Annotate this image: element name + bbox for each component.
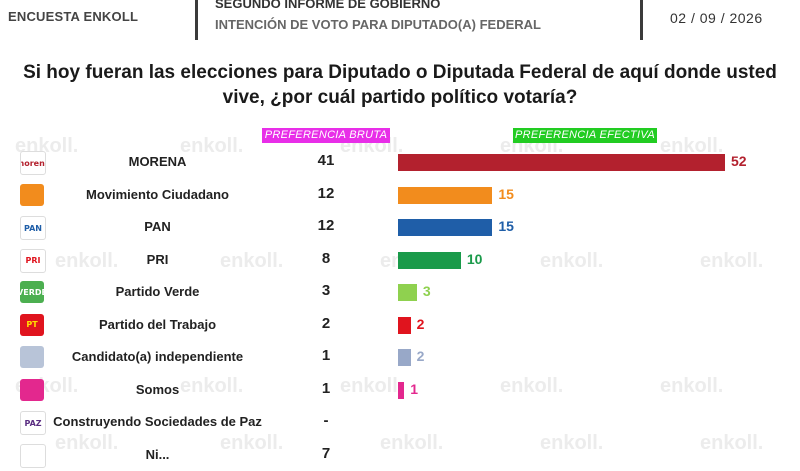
party-name: Somos <box>135 381 180 397</box>
pri-logo-icon: PRI <box>20 248 46 273</box>
chart-row: Ni... 7 <box>0 439 800 471</box>
chart-row: morena MORENA 41 52 <box>0 146 800 178</box>
report-date: 02 / 09 / 2026 <box>670 10 763 26</box>
bruta-value: 8 <box>321 249 331 267</box>
effective-value-label: 10 <box>466 250 483 267</box>
header-bar: ENCUESTA ENKOLL SEGUNDO INFORME DE GOBIE… <box>0 0 800 44</box>
bruta-value: 12 <box>317 217 335 234</box>
party-name: PRI <box>146 251 169 267</box>
effective-bar <box>398 349 411 366</box>
paz-logo-icon: PAZ <box>20 411 46 435</box>
party-name: Construyendo Sociedades de Paz <box>53 414 262 429</box>
partido-del-trabajo-logo-icon: PT <box>20 313 44 336</box>
chart-row: PT Partido del Trabajo 2 2 <box>0 309 800 341</box>
chart-row: PAZ Construyendo Sociedades de Paz - <box>0 406 800 438</box>
effective-bar <box>398 381 405 399</box>
party-name: Ni... <box>145 446 170 462</box>
bruta-value: 2 <box>321 314 331 332</box>
effective-bar <box>398 154 725 171</box>
column-header-bruta: PREFERENCIA BRUTA <box>262 128 390 143</box>
effective-bar <box>398 316 411 334</box>
chart-row: Candidato(a) independiente 1 2 <box>0 341 800 373</box>
party-name: Candidato(a) independiente <box>71 349 244 364</box>
somos-logo-icon <box>20 378 44 401</box>
effective-value-label: 15 <box>498 185 514 202</box>
bruta-value: 3 <box>321 282 331 299</box>
partido-verde-logo-icon: VERDE <box>20 281 44 303</box>
survey-question: Si hoy fueran las elecciones para Diputa… <box>23 62 777 108</box>
chart-row: PRI PRI 8 10 <box>0 244 800 276</box>
ninguno-icon <box>20 443 46 468</box>
bruta-value: 1 <box>321 379 331 397</box>
pan-logo-icon: PAN <box>20 216 46 240</box>
bruta-value: 41 <box>317 152 335 169</box>
header-divider <box>640 0 643 40</box>
column-header-efectiva: PREFERENCIA EFECTIVA <box>513 128 657 143</box>
effective-bar <box>398 284 417 301</box>
effective-value-label: 1 <box>410 380 419 397</box>
effective-value-label: 2 <box>416 315 425 332</box>
party-name: PAN <box>144 219 171 234</box>
bruta-value: 12 <box>317 184 335 202</box>
party-name: MORENA <box>128 154 187 169</box>
effective-value-label: 15 <box>498 218 514 234</box>
effective-bar <box>398 251 461 269</box>
chart-row: Somos 1 1 <box>0 374 800 406</box>
bruta-value: 1 <box>321 347 331 364</box>
bruta-value: 7 <box>321 444 331 462</box>
bruta-value: - <box>323 412 329 429</box>
effective-value-label: 3 <box>422 283 431 299</box>
movimiento-ciudadano-logo-icon <box>20 183 44 206</box>
report-title: SEGUNDO INFORME DE GOBIERNO <box>215 0 441 11</box>
party-name: Partido Verde <box>115 284 200 299</box>
chart-row: PAN PAN 12 15 <box>0 211 800 243</box>
party-name: Partido del Trabajo <box>98 316 217 332</box>
report-subtitle: INTENCIÓN DE VOTO PARA DIPUTADO(A) FEDER… <box>215 17 541 32</box>
effective-value-label: 52 <box>731 153 747 169</box>
party-name: Movimiento Ciudadano <box>86 186 229 202</box>
brand-label: ENCUESTA ENKOLL <box>8 9 139 24</box>
candidato-independiente-icon <box>20 346 44 368</box>
effective-bar <box>398 186 493 204</box>
morena-logo-icon: morena <box>20 151 46 175</box>
header-divider <box>195 0 198 40</box>
effective-value-label: 2 <box>416 348 425 364</box>
effective-bar <box>398 219 493 236</box>
chart-row: Movimiento Ciudadano 12 15 <box>0 179 800 211</box>
chart-row: VERDE Partido Verde 3 3 <box>0 276 800 308</box>
